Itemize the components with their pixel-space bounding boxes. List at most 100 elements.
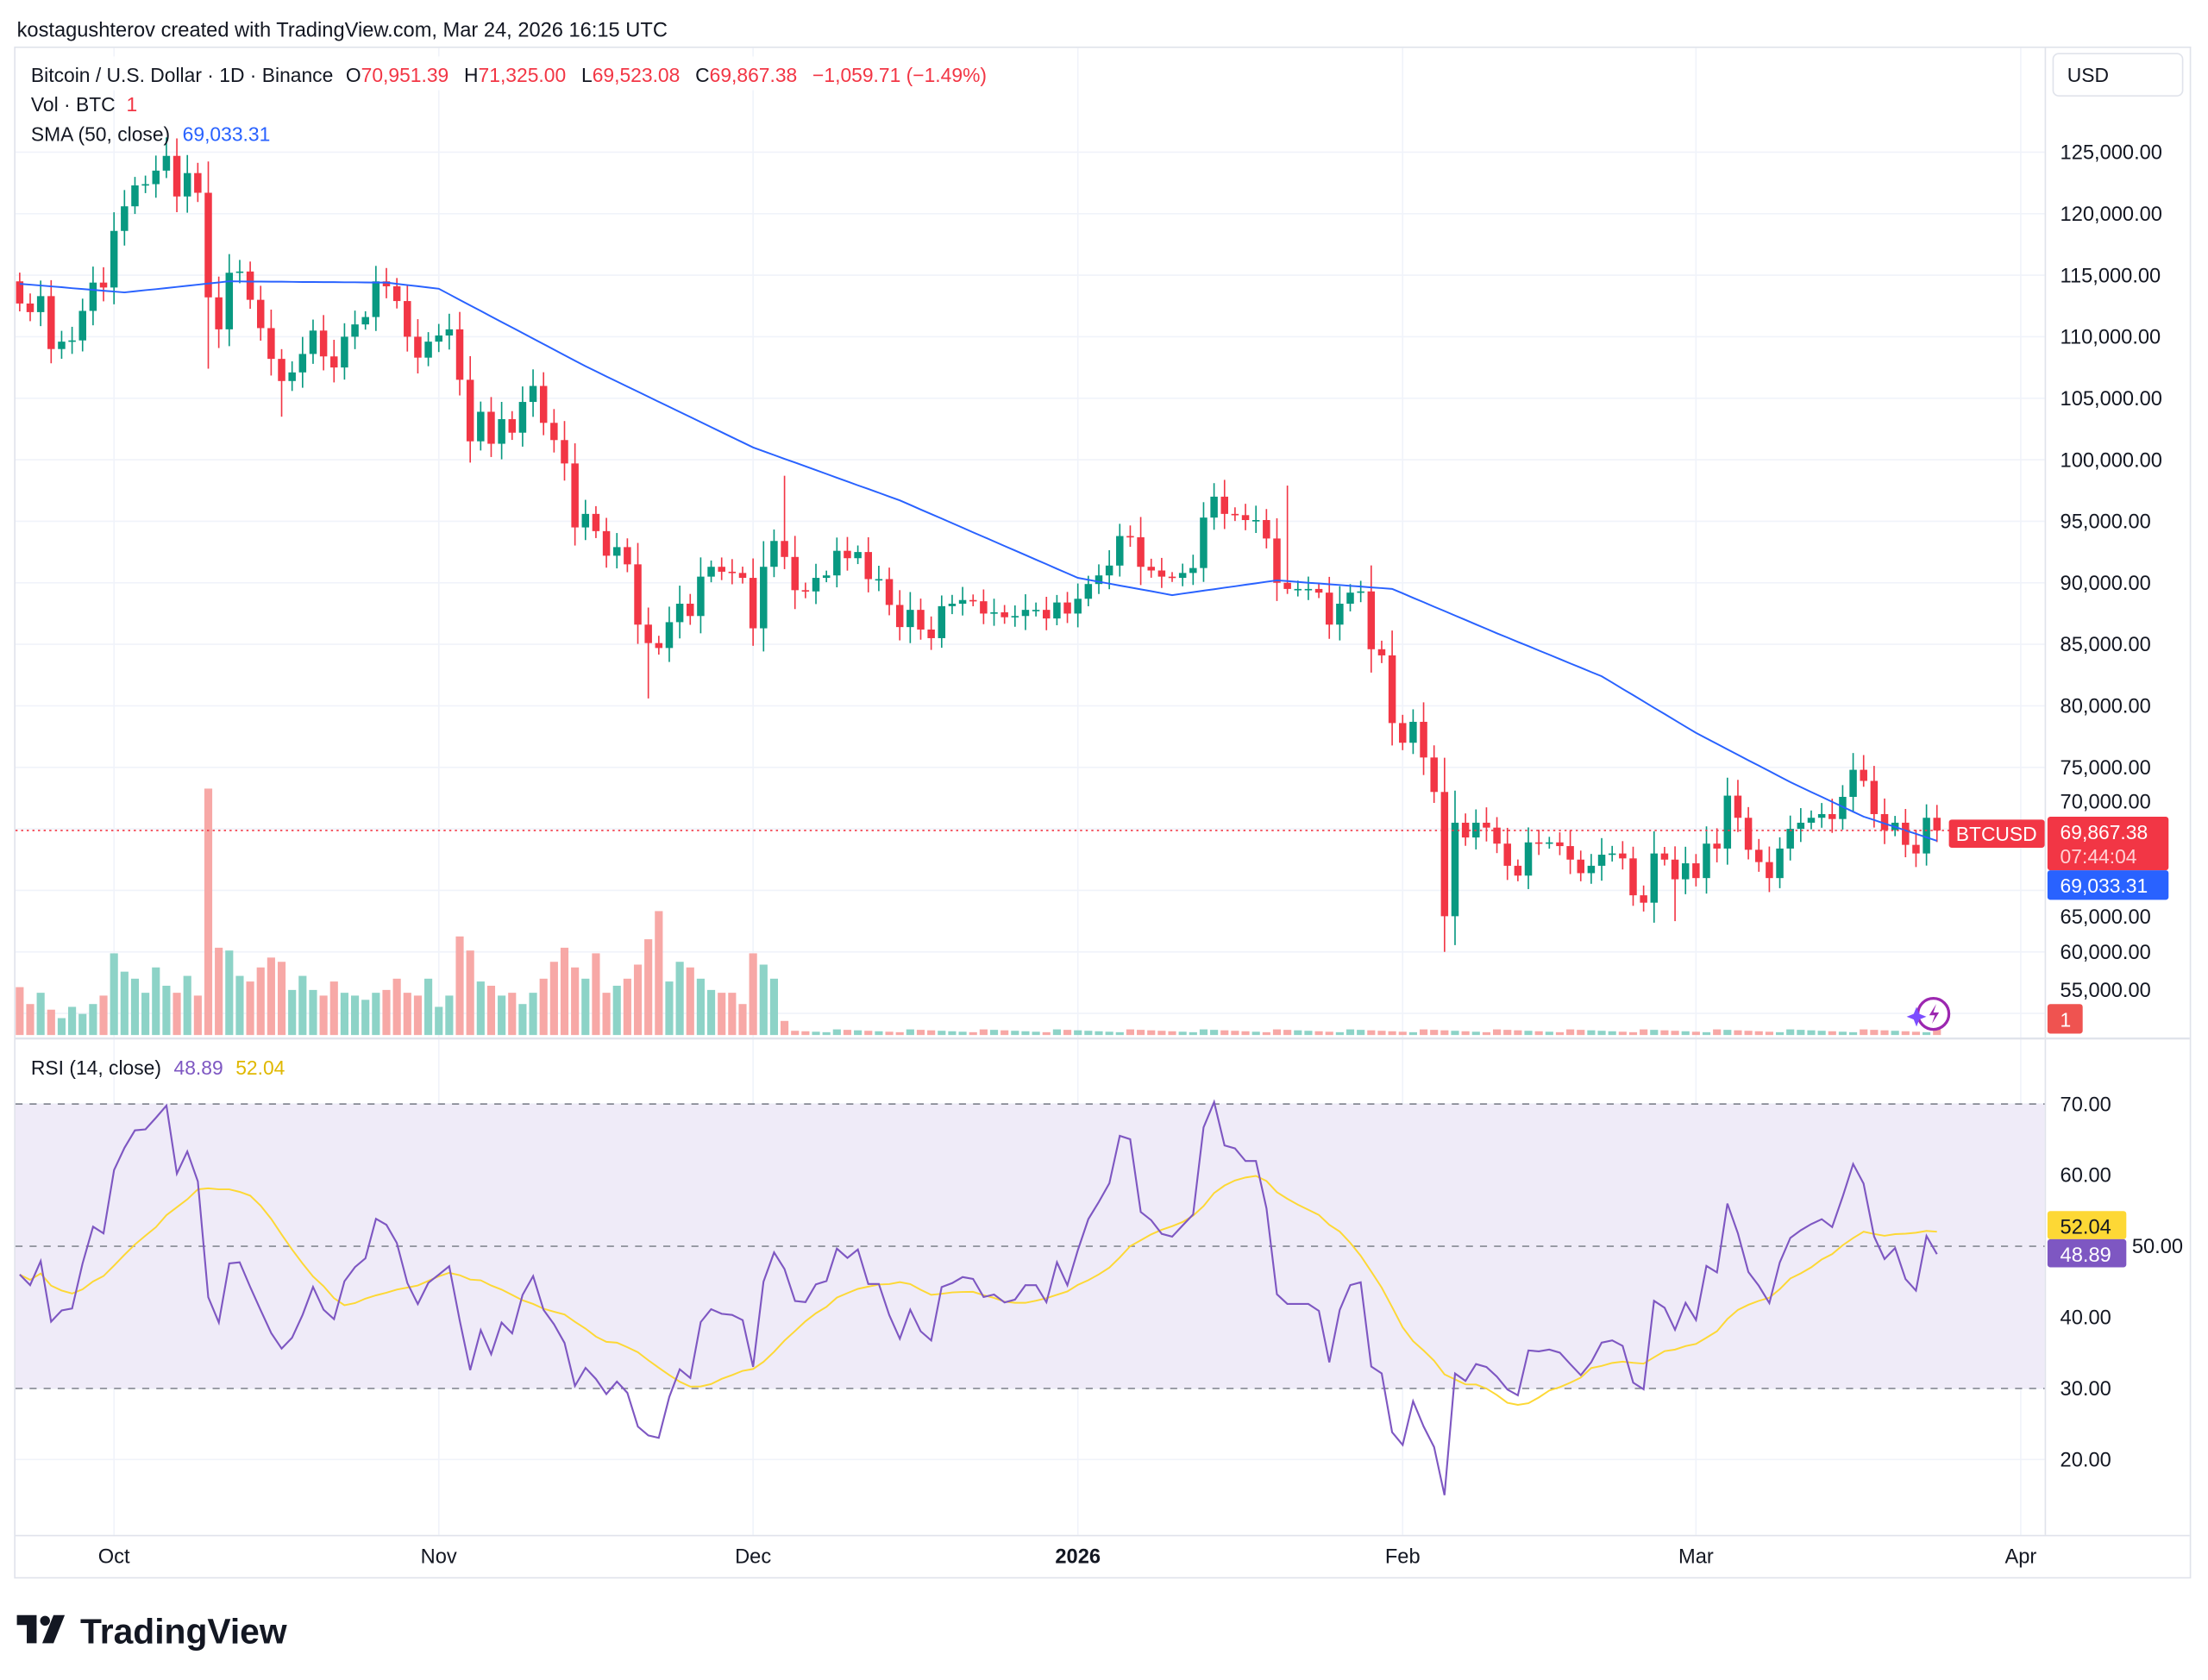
candle-down[interactable]: [1880, 813, 1889, 831]
candle-up[interactable]: [948, 604, 957, 606]
volume-bar[interactable]: [749, 953, 757, 1036]
candle-down[interactable]: [508, 419, 517, 433]
candle-up[interactable]: [152, 170, 160, 185]
candle-down[interactable]: [1168, 576, 1176, 579]
candle-down[interactable]: [791, 556, 799, 591]
volume-bar[interactable]: [665, 981, 674, 1036]
volume-bar[interactable]: [1870, 1030, 1879, 1036]
volume-bar[interactable]: [246, 981, 254, 1036]
volume-bar[interactable]: [791, 1031, 800, 1036]
candle-up[interactable]: [665, 622, 674, 649]
volume-bar[interactable]: [392, 978, 401, 1036]
candle-down[interactable]: [844, 550, 851, 559]
candle-down[interactable]: [1388, 655, 1396, 724]
volume-bar[interactable]: [958, 1031, 967, 1036]
volume-bar[interactable]: [329, 981, 338, 1036]
candle-up[interactable]: [1723, 795, 1732, 849]
candle-up[interactable]: [1650, 853, 1659, 903]
candle-up[interactable]: [612, 547, 621, 556]
volume-bar[interactable]: [1210, 1030, 1219, 1036]
candle-up[interactable]: [68, 340, 76, 342]
tradingview-logo[interactable]: TradingView: [16, 1611, 287, 1651]
candle-up[interactable]: [675, 604, 684, 623]
price-axis[interactable]: 125,000.00 120,000.00 115,000.00 110,000.00…: [2061, 142, 2183, 1472]
volume-bar[interactable]: [235, 975, 244, 1036]
volume-bar[interactable]: [1566, 1029, 1575, 1036]
volume-bar[interactable]: [277, 962, 286, 1036]
rsi-pane[interactable]: [15, 1099, 2045, 1495]
candle-up[interactable]: [1105, 565, 1113, 576]
candle-up[interactable]: [1807, 818, 1816, 823]
volume-bar[interactable]: [350, 995, 360, 1036]
candle-down[interactable]: [1325, 592, 1333, 625]
volume-bar[interactable]: [1115, 1031, 1124, 1036]
volume-bar[interactable]: [1430, 1030, 1439, 1036]
candle-up[interactable]: [141, 184, 149, 186]
candle-up[interactable]: [1210, 496, 1218, 518]
volume-bar[interactable]: [1797, 1030, 1805, 1036]
volume-bar[interactable]: [1880, 1030, 1889, 1036]
volume-bar[interactable]: [1451, 1031, 1459, 1036]
volume-bar[interactable]: [696, 978, 705, 1036]
volume-bar[interactable]: [1189, 1031, 1197, 1036]
volume-bar[interactable]: [1220, 1030, 1229, 1036]
candle-up[interactable]: [770, 541, 778, 567]
volume-bar[interactable]: [309, 989, 317, 1036]
candle-up[interactable]: [1251, 520, 1260, 522]
candle-down[interactable]: [1629, 858, 1637, 896]
volume-bar[interactable]: [989, 1030, 999, 1036]
candle-up[interactable]: [958, 599, 967, 605]
volume-bar[interactable]: [1597, 1031, 1606, 1036]
candle-down[interactable]: [687, 604, 694, 617]
candle-down[interactable]: [404, 301, 411, 337]
volume-bar[interactable]: [1514, 1030, 1522, 1036]
candle-down[interactable]: [1534, 842, 1543, 844]
candle-down[interactable]: [1556, 842, 1564, 847]
volume-bar[interactable]: [1021, 1031, 1030, 1036]
volume-bar[interactable]: [571, 967, 580, 1036]
volume-bar[interactable]: [1765, 1031, 1773, 1036]
volume-bar[interactable]: [1063, 1030, 1072, 1036]
candle-up[interactable]: [1189, 567, 1197, 574]
candle-up[interactable]: [78, 310, 86, 341]
candle-up[interactable]: [225, 273, 234, 329]
candle-up[interactable]: [1032, 610, 1040, 611]
volume-bar[interactable]: [854, 1030, 862, 1036]
volume-bar[interactable]: [1095, 1031, 1103, 1036]
candle-up[interactable]: [1336, 604, 1344, 625]
candle-down[interactable]: [1063, 602, 1071, 614]
volume-bars[interactable]: [16, 788, 1941, 1036]
volume-bar[interactable]: [1807, 1030, 1816, 1036]
candle-up[interactable]: [906, 610, 914, 628]
sma-line[interactable]: [19, 280, 1938, 842]
volume-bar[interactable]: [1335, 1031, 1344, 1036]
volume-bar[interactable]: [215, 947, 223, 1036]
candle-down[interactable]: [718, 567, 725, 572]
volume-bar[interactable]: [895, 1031, 904, 1036]
volume-bar[interactable]: [769, 978, 779, 1036]
candle-down[interactable]: [1671, 859, 1679, 880]
candle-up[interactable]: [1608, 853, 1616, 856]
candle-down[interactable]: [917, 610, 925, 630]
volume-bar[interactable]: [1178, 1031, 1187, 1036]
candle-down[interactable]: [1755, 849, 1763, 862]
candle-up[interactable]: [1074, 599, 1082, 614]
volume-bar[interactable]: [539, 978, 548, 1036]
volume-bar[interactable]: [875, 1031, 883, 1036]
volume-bar[interactable]: [162, 985, 171, 1036]
candle-down[interactable]: [1000, 612, 1008, 617]
candle-up[interactable]: [1011, 616, 1019, 617]
volume-bar[interactable]: [1911, 1031, 1921, 1036]
volume-bar[interactable]: [781, 1020, 789, 1036]
volume-bar[interactable]: [1346, 1029, 1355, 1036]
volume-bar[interactable]: [1272, 1029, 1282, 1036]
candle-up[interactable]: [1084, 584, 1093, 599]
volume-bar[interactable]: [141, 993, 150, 1036]
volume-bar[interactable]: [1628, 1031, 1638, 1036]
candle-down[interactable]: [1902, 822, 1910, 845]
volume-bar[interactable]: [1126, 1029, 1135, 1036]
volume-bar[interactable]: [68, 1006, 77, 1036]
volume-bar[interactable]: [1000, 1030, 1009, 1036]
candle-down[interactable]: [550, 423, 558, 441]
candle-down[interactable]: [246, 271, 254, 300]
